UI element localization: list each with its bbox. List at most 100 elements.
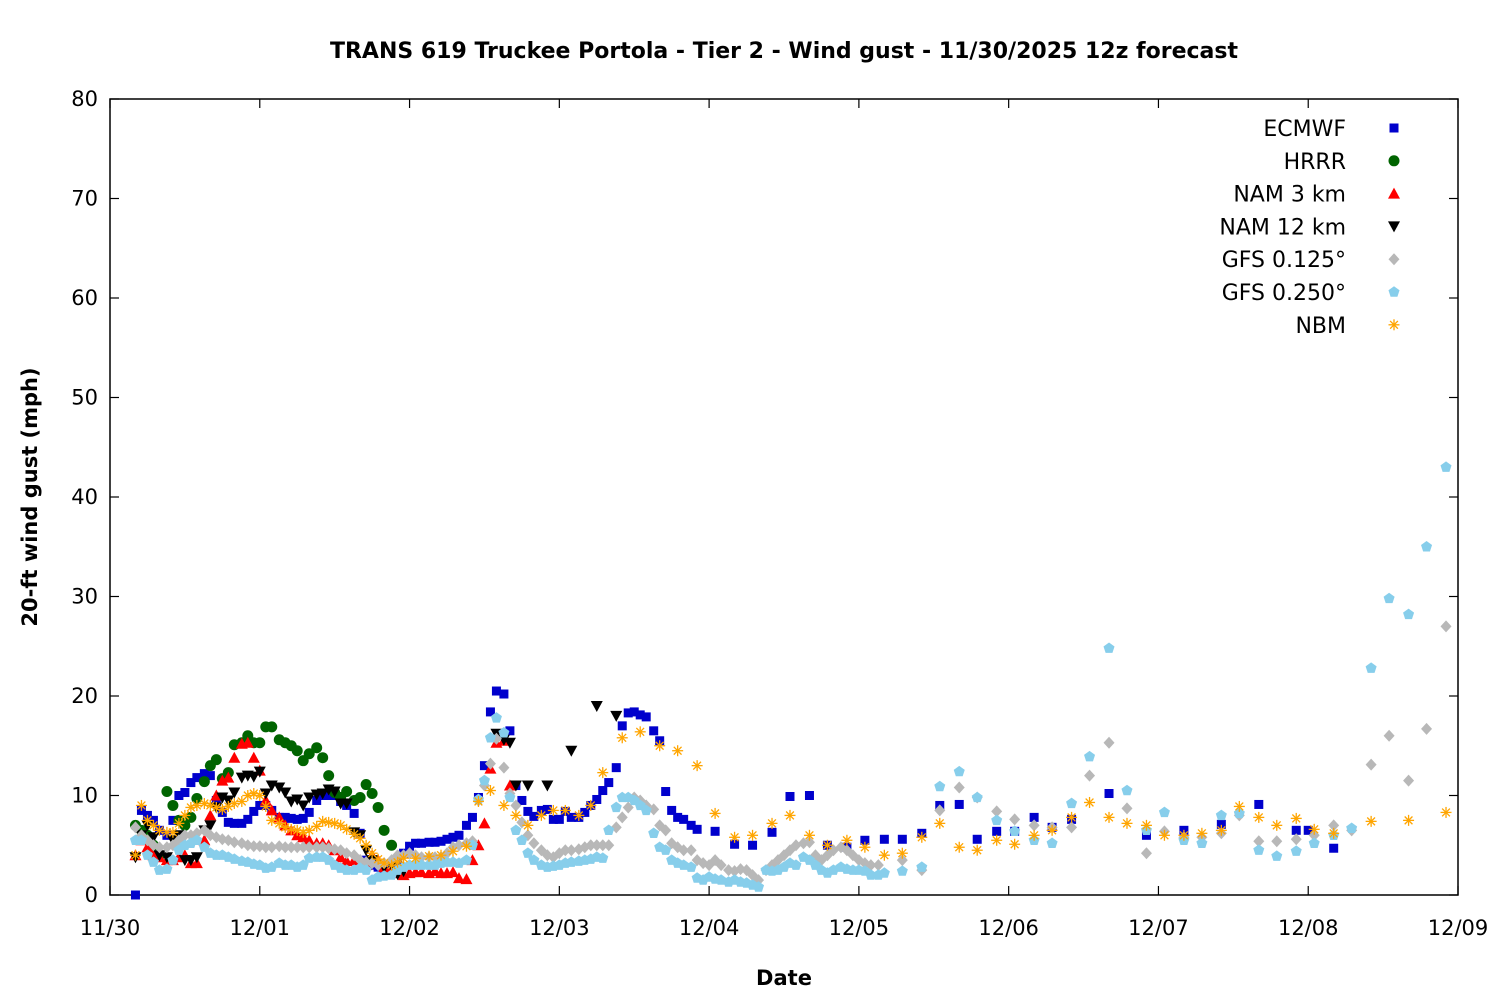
data-point-ecmwf: [623, 708, 633, 718]
data-point-ecmwf: [523, 806, 533, 816]
data-point-gfs-0-125: [510, 799, 522, 812]
data-point-ecmwf: [748, 840, 758, 850]
legend-item-ecmwf: ECMWF: [1263, 117, 1399, 142]
data-point-nbm: [335, 819, 347, 831]
data-point-ecmwf: [405, 841, 415, 851]
data-point-nbm: [135, 799, 147, 811]
data-point-gfs-0-250: [1009, 825, 1021, 837]
data-point-nbm: [1196, 827, 1208, 839]
y-tick-label: 60: [71, 286, 98, 310]
data-point-gfs-0-125: [1084, 769, 1096, 782]
data-point-nbm: [1233, 800, 1245, 812]
data-point-nbm: [1158, 829, 1170, 841]
data-point-nam-3-km: [303, 834, 316, 846]
data-point-nbm: [1365, 815, 1377, 827]
data-point-nbm: [573, 809, 585, 821]
data-point-nam-3-km: [503, 779, 516, 791]
data-point-ecmwf: [860, 835, 870, 845]
data-point-ecmwf: [529, 811, 539, 821]
data-point-ecmwf: [505, 726, 515, 736]
data-point-ecmwf: [992, 826, 1002, 836]
data-point-gfs-0-125: [498, 761, 510, 774]
data-point-gfs-0-250: [1421, 540, 1433, 552]
data-point-nbm: [729, 831, 741, 843]
data-point-gfs-0-125: [1066, 821, 1078, 834]
data-point-ecmwf: [686, 820, 696, 830]
data-point-nbm: [472, 795, 484, 807]
data-point-gfs-0-250: [1158, 806, 1170, 818]
data-point-ecmwf: [1029, 812, 1039, 822]
y-tick-label: 50: [71, 386, 98, 410]
data-point-nbm: [153, 824, 165, 836]
data-point-nam-12-km: [147, 832, 160, 844]
legend-label: NAM 12 km: [1219, 215, 1346, 240]
data-point-ecmwf: [730, 839, 740, 849]
data-point-gfs-0-125: [1403, 774, 1415, 787]
data-point-nbm: [366, 847, 378, 859]
data-point-gfs-0-250: [934, 780, 946, 792]
data-point-gfs-0-125: [678, 844, 690, 857]
data-point-gfs-0-250: [135, 834, 147, 845]
x-tick-label: 12/06: [978, 916, 1039, 940]
data-point-gfs-0-250: [603, 824, 615, 836]
data-point-nam-3-km: [478, 817, 491, 829]
data-point-nam-12-km: [184, 855, 197, 867]
data-point-nam-12-km: [316, 788, 329, 800]
data-point-ecmwf: [467, 812, 477, 822]
data-point-nbm: [784, 809, 796, 821]
data-point-hrrr: [341, 786, 353, 798]
chart-title: TRANS 619 Truckee Portola - Tier 2 - Win…: [330, 39, 1238, 64]
data-point-nam-12-km: [565, 745, 578, 757]
legend: ECMWF HRRR NAM 3 km NAM 12 km GFS 0.125° GFS …: [1219, 117, 1400, 339]
x-tick-label: 12/05: [829, 916, 890, 940]
data-point-ecmwf: [223, 817, 233, 827]
data-point-nbm: [191, 799, 203, 811]
y-tick-label: 70: [71, 187, 98, 211]
data-point-ecmwf: [673, 812, 683, 822]
data-point-nam-12-km: [340, 798, 353, 810]
data-point-gfs-0-125: [1009, 813, 1021, 826]
data-point-hrrr: [311, 742, 323, 754]
data-point-ecmwf: [1216, 819, 1226, 829]
x-axis-label: Date: [756, 966, 812, 990]
data-point-gfs-0-125: [1253, 835, 1265, 848]
data-point-nbm: [634, 726, 646, 738]
data-point-gfs-0-250: [1346, 822, 1358, 834]
data-point-hrrr: [266, 721, 278, 733]
data-point-nam-12-km: [279, 787, 292, 799]
data-point-gfs-0-250: [147, 856, 159, 867]
data-point-gfs-0-125: [585, 839, 597, 852]
data-point-nbm: [435, 849, 447, 861]
data-point-nam-3-km: [228, 751, 241, 763]
data-point-nam-12-km: [204, 820, 217, 832]
data-point-nam-12-km: [259, 788, 272, 800]
data-point-ecmwf: [304, 807, 314, 817]
data-point-ecmwf: [442, 834, 452, 844]
y-tick-label: 10: [71, 784, 98, 808]
legend-label: HRRR: [1284, 150, 1346, 175]
data-point-nbm: [1440, 806, 1452, 818]
data-point-nbm: [953, 841, 965, 853]
data-point-gfs-0-125: [1121, 802, 1133, 815]
data-point-gfs-0-250: [490, 712, 502, 723]
data-point-gfs-0-250: [753, 881, 765, 892]
data-point-gfs-0-250: [991, 814, 1003, 826]
data-point-ecmwf: [243, 814, 253, 824]
data-point-ecmwf: [1303, 825, 1313, 835]
data-point-gfs-0-250: [1365, 662, 1377, 673]
data-point-ecmwf: [461, 820, 471, 830]
data-point-nbm: [547, 804, 559, 816]
y-axis: 0 10 20 30 40 50 60 70 80: [71, 87, 1458, 907]
data-point-ecmwf: [661, 787, 671, 797]
data-point-gfs-0-250: [198, 841, 210, 852]
data-point-gfs-0-250: [1253, 844, 1265, 855]
series-gfs-0-250: [129, 461, 1452, 892]
x-tick-label: 11/30: [80, 916, 141, 940]
data-point-nbm: [522, 819, 534, 831]
data-point-nbm: [1066, 811, 1078, 823]
legend-marker: [1388, 286, 1400, 297]
data-point-hrrr: [378, 824, 390, 836]
data-point-nam-12-km: [297, 800, 310, 812]
data-point-gfs-0-125: [603, 839, 615, 852]
data-point-gfs-0-125: [896, 854, 908, 867]
